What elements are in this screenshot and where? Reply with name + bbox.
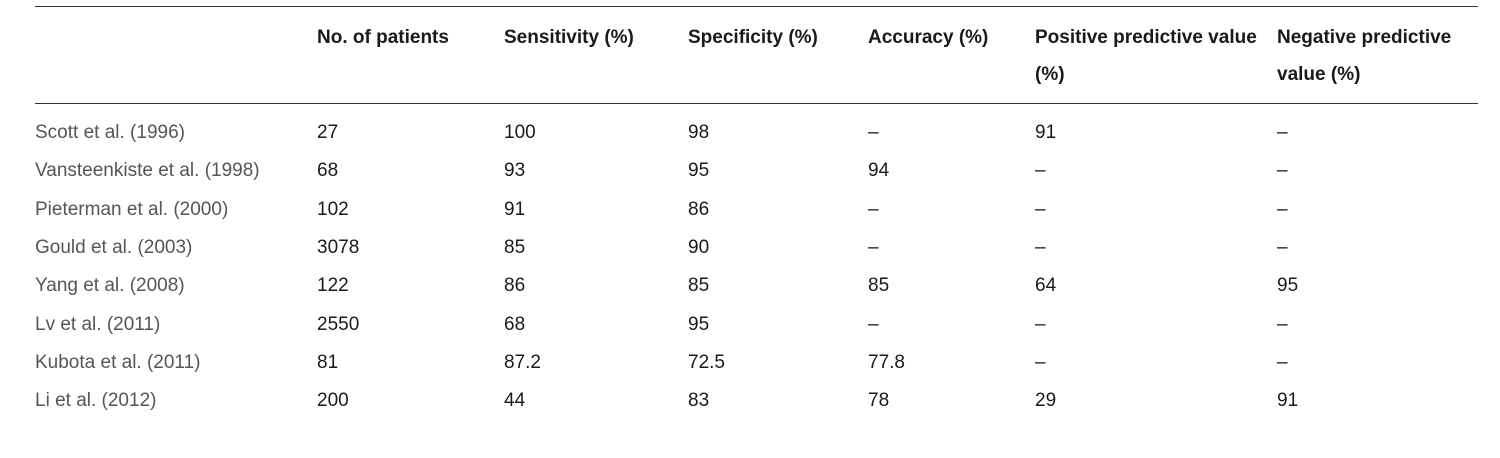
cell-patients: 200: [317, 390, 349, 412]
cell-accuracy: 77.8: [868, 351, 905, 373]
column-header-specificity: Specificity (%): [688, 27, 818, 48]
cell-patients: 2550: [317, 313, 360, 335]
cell-accuracy: –: [868, 313, 879, 335]
cell-ppv: 29: [1035, 390, 1057, 412]
cell-accuracy: 78: [868, 390, 890, 412]
cell-sensitivity: 100: [504, 122, 536, 144]
cell-accuracy: –: [868, 122, 879, 144]
column-header-patients: No. of patients: [317, 27, 449, 48]
cell-specificity: 95: [688, 160, 710, 182]
cell-study: Li et al. (2012): [35, 390, 157, 412]
cell-specificity: 72.5: [688, 351, 725, 373]
table-row: Pieterman et al. (2000) 102 91 86 – – –: [35, 191, 1478, 229]
cell-study: Scott et al. (1996): [35, 122, 185, 144]
cell-patients: 122: [317, 275, 349, 297]
cell-patients: 68: [317, 160, 339, 182]
cell-sensitivity: 91: [504, 198, 526, 220]
cell-study: Pieterman et al. (2000): [35, 198, 229, 220]
cell-study: Yang et al. (2008): [35, 275, 185, 297]
cell-patients: 81: [317, 351, 339, 373]
cell-accuracy: 85: [868, 275, 890, 297]
cell-accuracy: –: [868, 237, 879, 259]
results-table: No. of patients Sensitivity (%) Specific…: [35, 6, 1478, 420]
cell-specificity: 83: [688, 390, 710, 412]
cell-accuracy: 94: [868, 160, 890, 182]
cell-study: Lv et al. (2011): [35, 313, 161, 335]
cell-ppv: –: [1035, 160, 1046, 182]
cell-npv: –: [1277, 313, 1288, 335]
cell-specificity: 98: [688, 122, 710, 144]
cell-patients: 27: [317, 122, 339, 144]
cell-patients: 3078: [317, 237, 360, 259]
table-row: Li et al. (2012) 200 44 83 78 29 91: [35, 382, 1478, 420]
cell-sensitivity: 87.2: [504, 351, 541, 373]
column-header-npv: Negative predictive value (%): [1277, 27, 1452, 85]
cell-sensitivity: 93: [504, 160, 526, 182]
results-table-container: No. of patients Sensitivity (%) Specific…: [35, 6, 1478, 420]
table-header-row: No. of patients Sensitivity (%) Specific…: [35, 6, 1478, 104]
column-header-study: [35, 7, 317, 104]
cell-sensitivity: 68: [504, 313, 526, 335]
table-row: Gould et al. (2003) 3078 85 90 – – –: [35, 229, 1478, 267]
table-row: Yang et al. (2008) 122 86 85 85 64 95: [35, 267, 1478, 305]
cell-npv: –: [1277, 122, 1288, 144]
cell-study: Vansteenkiste et al. (1998): [35, 160, 260, 182]
cell-sensitivity: 44: [504, 390, 526, 412]
cell-specificity: 95: [688, 313, 710, 335]
cell-npv: –: [1277, 351, 1288, 373]
column-header-ppv: Positive predictive value (%): [1035, 27, 1257, 85]
cell-npv: –: [1277, 198, 1288, 220]
column-header-accuracy: Accuracy (%): [868, 27, 989, 48]
cell-npv: 91: [1277, 390, 1299, 412]
cell-accuracy: –: [868, 198, 879, 220]
cell-study: Kubota et al. (2011): [35, 351, 201, 373]
cell-npv: –: [1277, 237, 1288, 259]
cell-specificity: 90: [688, 237, 710, 259]
cell-ppv: –: [1035, 237, 1046, 259]
cell-ppv: –: [1035, 313, 1046, 335]
cell-ppv: 91: [1035, 122, 1057, 144]
cell-specificity: 85: [688, 275, 710, 297]
cell-ppv: –: [1035, 198, 1046, 220]
table-row: Scott et al. (1996) 27 100 98 – 91 –: [35, 104, 1478, 153]
cell-patients: 102: [317, 198, 349, 220]
cell-npv: 95: [1277, 275, 1299, 297]
table-row: Kubota et al. (2011) 81 87.2 72.5 77.8 –…: [35, 344, 1478, 382]
table-row: Vansteenkiste et al. (1998) 68 93 95 94 …: [35, 152, 1478, 190]
cell-study: Gould et al. (2003): [35, 237, 193, 259]
cell-npv: –: [1277, 160, 1288, 182]
column-header-sensitivity: Sensitivity (%): [504, 27, 634, 48]
cell-sensitivity: 86: [504, 275, 526, 297]
cell-sensitivity: 85: [504, 237, 526, 259]
cell-ppv: 64: [1035, 275, 1057, 297]
cell-specificity: 86: [688, 198, 710, 220]
cell-ppv: –: [1035, 351, 1046, 373]
table-row: Lv et al. (2011) 2550 68 95 – – –: [35, 305, 1478, 343]
